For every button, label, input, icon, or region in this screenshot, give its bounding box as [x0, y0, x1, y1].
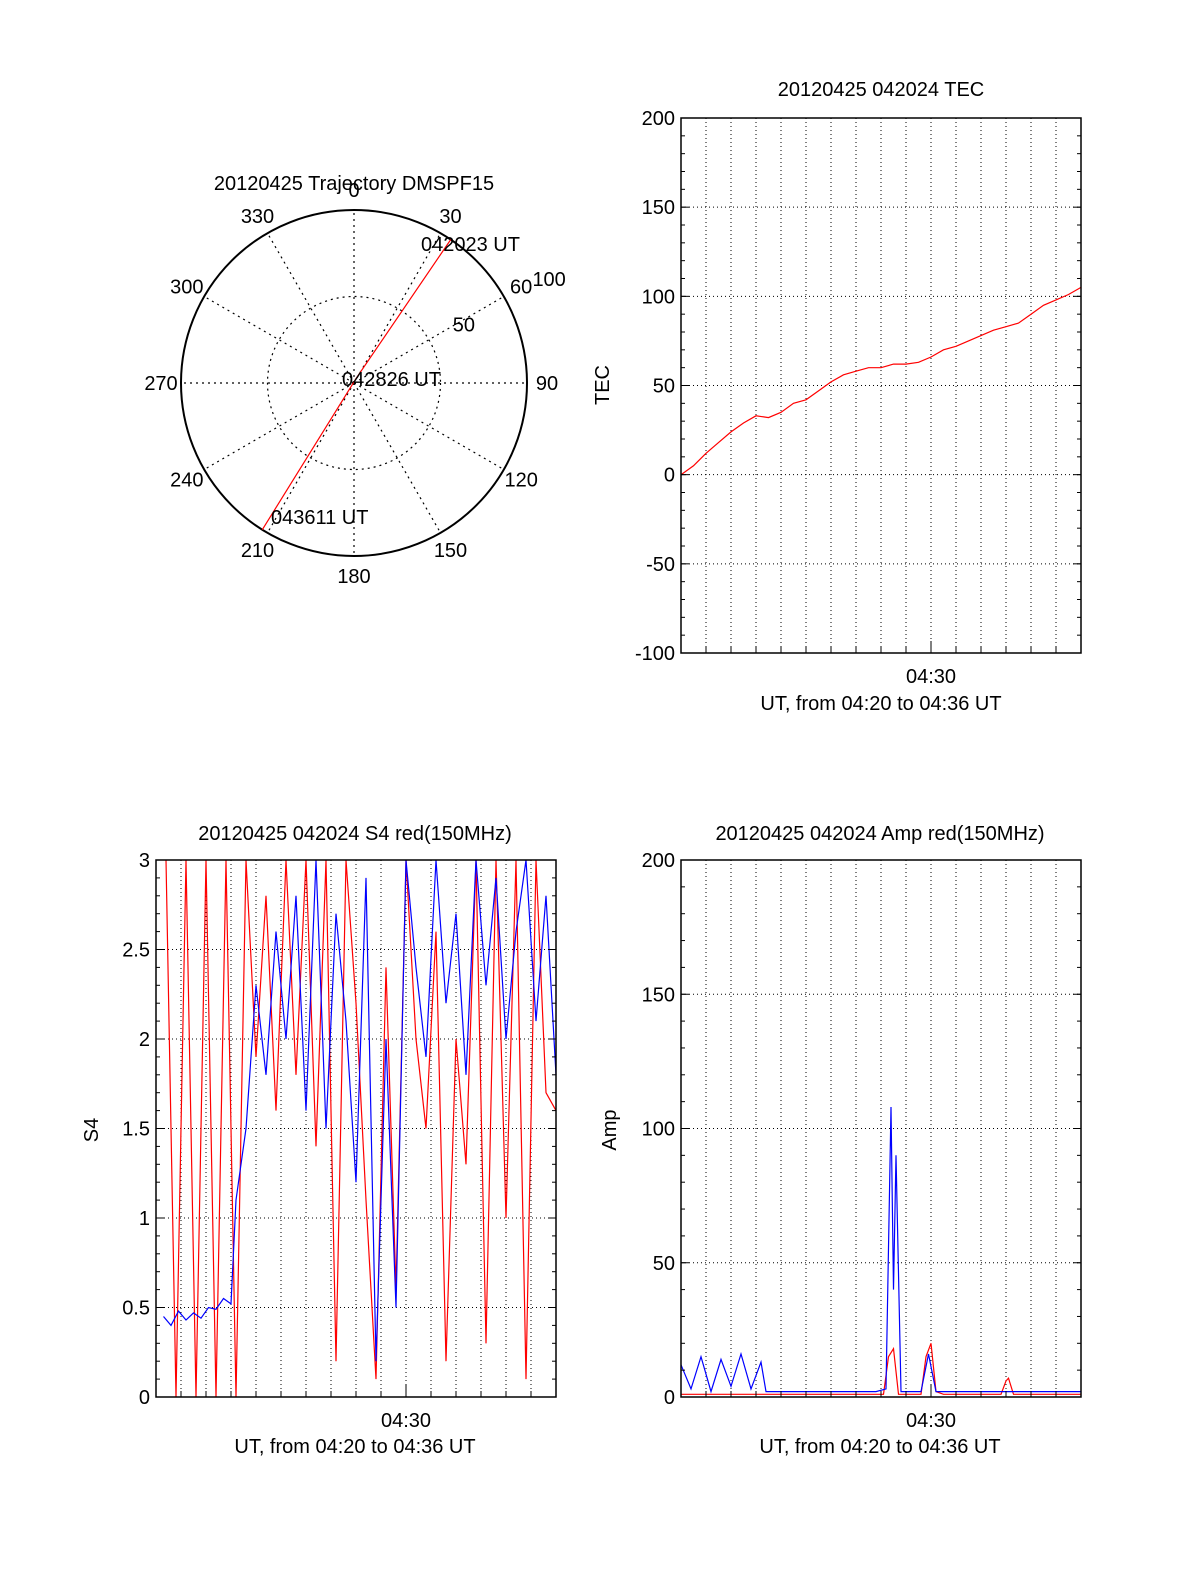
tec-xtick-label: 04:30	[906, 666, 956, 688]
amp-ytick-label: 50	[653, 1253, 675, 1275]
polar-radial-labels: 50 100	[453, 269, 566, 336]
polar-radial-grid-circle	[266, 295, 442, 471]
s4-ylabel: S4	[81, 1118, 103, 1142]
polar-radial-label: 50	[453, 315, 475, 337]
polar-angle-labels: 0 30 60 90 120 150 180 210 240 270 300 330	[144, 180, 558, 588]
tec-ylabel: TEC	[592, 365, 614, 405]
polar-angle-label: 270	[144, 373, 177, 395]
s4-plot: 20120425 042024 S4 red(150MHz) S4 UT, fr…	[81, 823, 557, 1458]
s4-xtick-label: 04:30	[381, 1410, 431, 1432]
tec-plot: 20120425 042024 TEC TEC UT, from 04:20 t…	[592, 79, 1082, 715]
polar-angle-label: 90	[536, 373, 558, 395]
polar-title: 20120425 Trajectory DMSPF15	[214, 173, 494, 195]
amp-ylabel: Amp	[599, 1109, 621, 1150]
polar-angle-label: 240	[170, 470, 203, 492]
s4-ytick-label: 3	[139, 850, 150, 872]
polar-angle-label: 300	[170, 277, 203, 299]
s4-ytick-label: 2	[139, 1029, 150, 1051]
polar-spoke	[203, 382, 355, 471]
polar-angle-label: 60	[510, 277, 532, 299]
polar-spoke	[353, 232, 442, 384]
s4-ytick-label: 1.5	[122, 1119, 150, 1141]
amp-series-b-line	[680, 1106, 1081, 1394]
polar-angle-label: 180	[337, 566, 370, 588]
polar-radial-label: 100	[532, 269, 565, 291]
tec-ytick-label: 150	[642, 197, 675, 219]
tec-ytick-label: 50	[653, 376, 675, 398]
polar-angle-label: 330	[241, 206, 274, 228]
tec-series-a-line	[680, 286, 1082, 476]
amp-ytick-label: 150	[642, 984, 675, 1006]
polar-angle-label: 120	[504, 470, 537, 492]
polar-angle-label: 150	[434, 540, 467, 562]
s4-xlabel: UT, from 04:20 to 04:36 UT	[234, 1436, 475, 1458]
s4-ytick-label: 2.5	[122, 940, 150, 962]
amp-ytick-label: 0	[664, 1387, 675, 1409]
amp-xlabel: UT, from 04:20 to 04:36 UT	[759, 1436, 1000, 1458]
polar-grid	[181, 210, 527, 556]
polar-spoke	[266, 232, 355, 384]
tec-ytick-label: 200	[642, 108, 675, 130]
amp-title: 20120425 042024 Amp red(150MHz)	[715, 823, 1044, 845]
polar-angle-label: 0	[348, 180, 359, 202]
polar-spoke	[353, 382, 442, 534]
polar-annotation-start: 042023 UT	[421, 234, 520, 256]
s4-ytick-label: 0	[139, 1387, 150, 1409]
polar-angle-label: 30	[439, 206, 461, 228]
tec-xlabel: UT, from 04:20 to 04:36 UT	[760, 693, 1001, 715]
amp-xtick-label: 04:30	[906, 1410, 956, 1432]
s4-series-b-line	[163, 859, 557, 1362]
amp-ytick-label: 100	[642, 1119, 675, 1141]
tec-ytick-label: -100	[635, 643, 675, 665]
s4-ytick-label: 0.5	[122, 1298, 150, 1320]
polar-spoke	[203, 295, 355, 384]
polar-annotation-end: 043611 UT	[271, 507, 368, 529]
polar-angle-label: 210	[241, 540, 274, 562]
polar-annotation-mid: 042826 UT	[342, 369, 441, 391]
polar-spoke	[266, 382, 355, 534]
tec-ytick-label: -50	[646, 554, 675, 576]
s4-ytick-label: 1	[139, 1208, 150, 1230]
polar-outer-circle	[180, 209, 528, 557]
tec-title: 20120425 042024 TEC	[778, 79, 984, 101]
polar-spoke	[353, 382, 505, 471]
polar-spoke	[353, 295, 505, 384]
tec-ytick-label: 100	[642, 286, 675, 308]
polar-trajectory-plot: 20120425 Trajectory DMSPF15 0 30 60 90 120 15…	[144, 173, 566, 588]
polar-trajectory-line	[261, 239, 452, 531]
amp-ytick-label: 200	[642, 850, 675, 872]
amp-plot: 20120425 042024 Amp red(150MHz) Amp UT, …	[599, 823, 1082, 1458]
s4-series-a-line	[165, 859, 557, 1398]
s4-title: 20120425 042024 S4 red(150MHz)	[198, 823, 512, 845]
tec-ytick-label: 0	[664, 465, 675, 487]
